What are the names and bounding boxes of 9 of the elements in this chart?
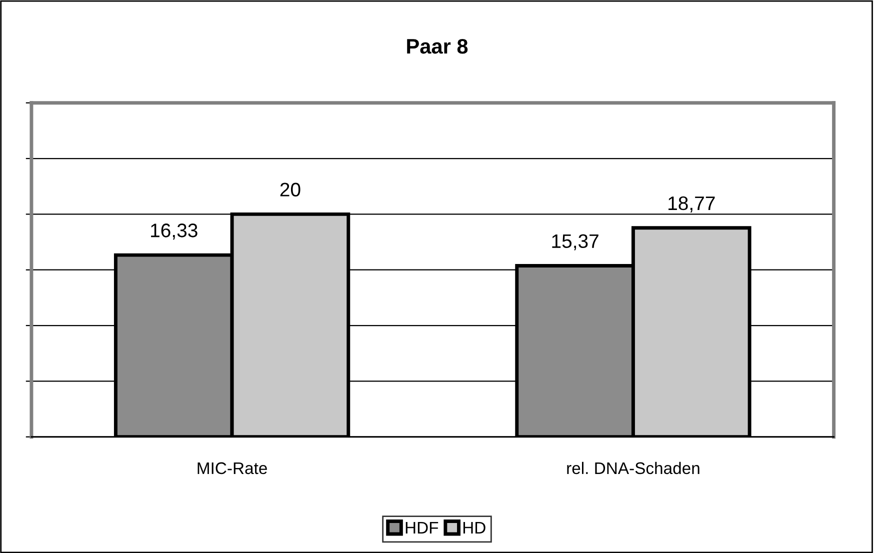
x-tick-label: MIC-Rate <box>198 462 267 474</box>
legend-label: HDF <box>406 522 438 534</box>
data-label: 16,33 <box>151 224 198 240</box>
data-label: 18,77 <box>668 196 715 212</box>
data-label: 20 <box>280 182 300 196</box>
x-tick-label: rel. DNA-Schaden <box>567 462 700 474</box>
chart-title: Paar 8 <box>407 38 468 54</box>
legend-label: HD <box>463 522 486 534</box>
data-label: 15,37 <box>552 234 598 250</box>
